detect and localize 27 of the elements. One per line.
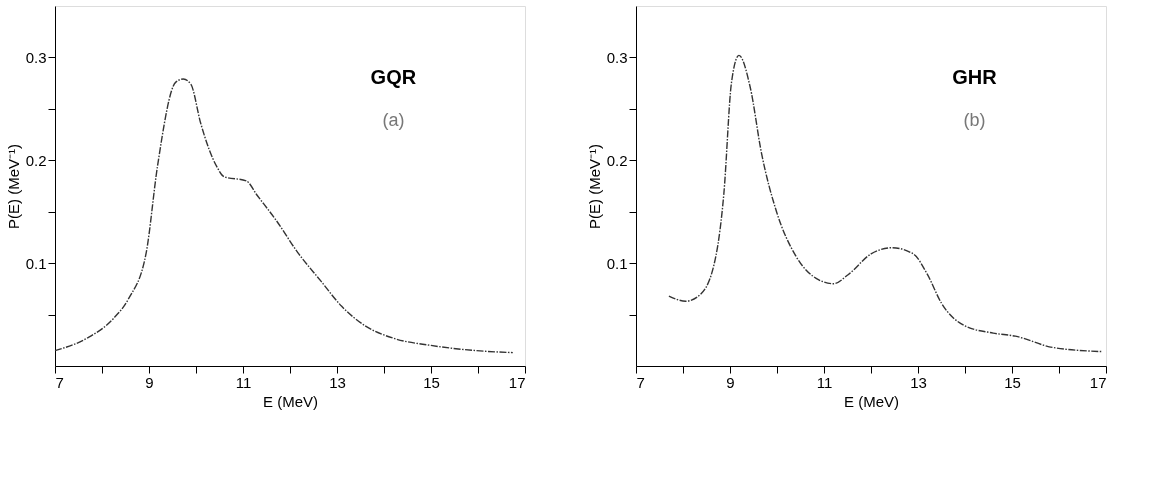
annotation: (b) [963,110,986,131]
x-tick-label: 9 [726,373,735,391]
x-tick-label: 7 [636,373,645,391]
x-tick-label: 11 [235,373,252,391]
x-tick-label: 15 [423,373,440,391]
annotation: GQR [370,66,417,88]
x-tick-label: 17 [1089,373,1107,391]
line-series [668,54,1103,353]
x-tick-label: 7 [55,373,64,391]
y-tick-label: 0.2 [606,151,628,169]
annotation: GHR [952,66,998,88]
x-tick-label: 13 [910,373,927,391]
x-tick-label: 9 [145,373,154,391]
y-axis-title: P(E) (MeV⁻¹) [4,144,22,229]
y-axis-title: P(E) (MeV⁻¹) [585,144,603,229]
x-axis-title: E (MeV) [262,392,319,410]
x-tick-label: 13 [329,373,346,391]
x-tick-label: 11 [816,373,833,391]
y-tick-label: 0.3 [606,48,628,66]
x-tick-label: 17 [508,373,526,391]
y-tick-label: 0.1 [25,254,47,272]
annotation: (a) [382,110,405,131]
y-tick-label: 0.2 [25,151,47,169]
y-tick-label: 0.3 [25,48,47,66]
y-tick-label: 0.1 [606,254,628,272]
x-tick-label: 15 [1004,373,1021,391]
x-axis-title: E (MeV) [843,392,900,410]
